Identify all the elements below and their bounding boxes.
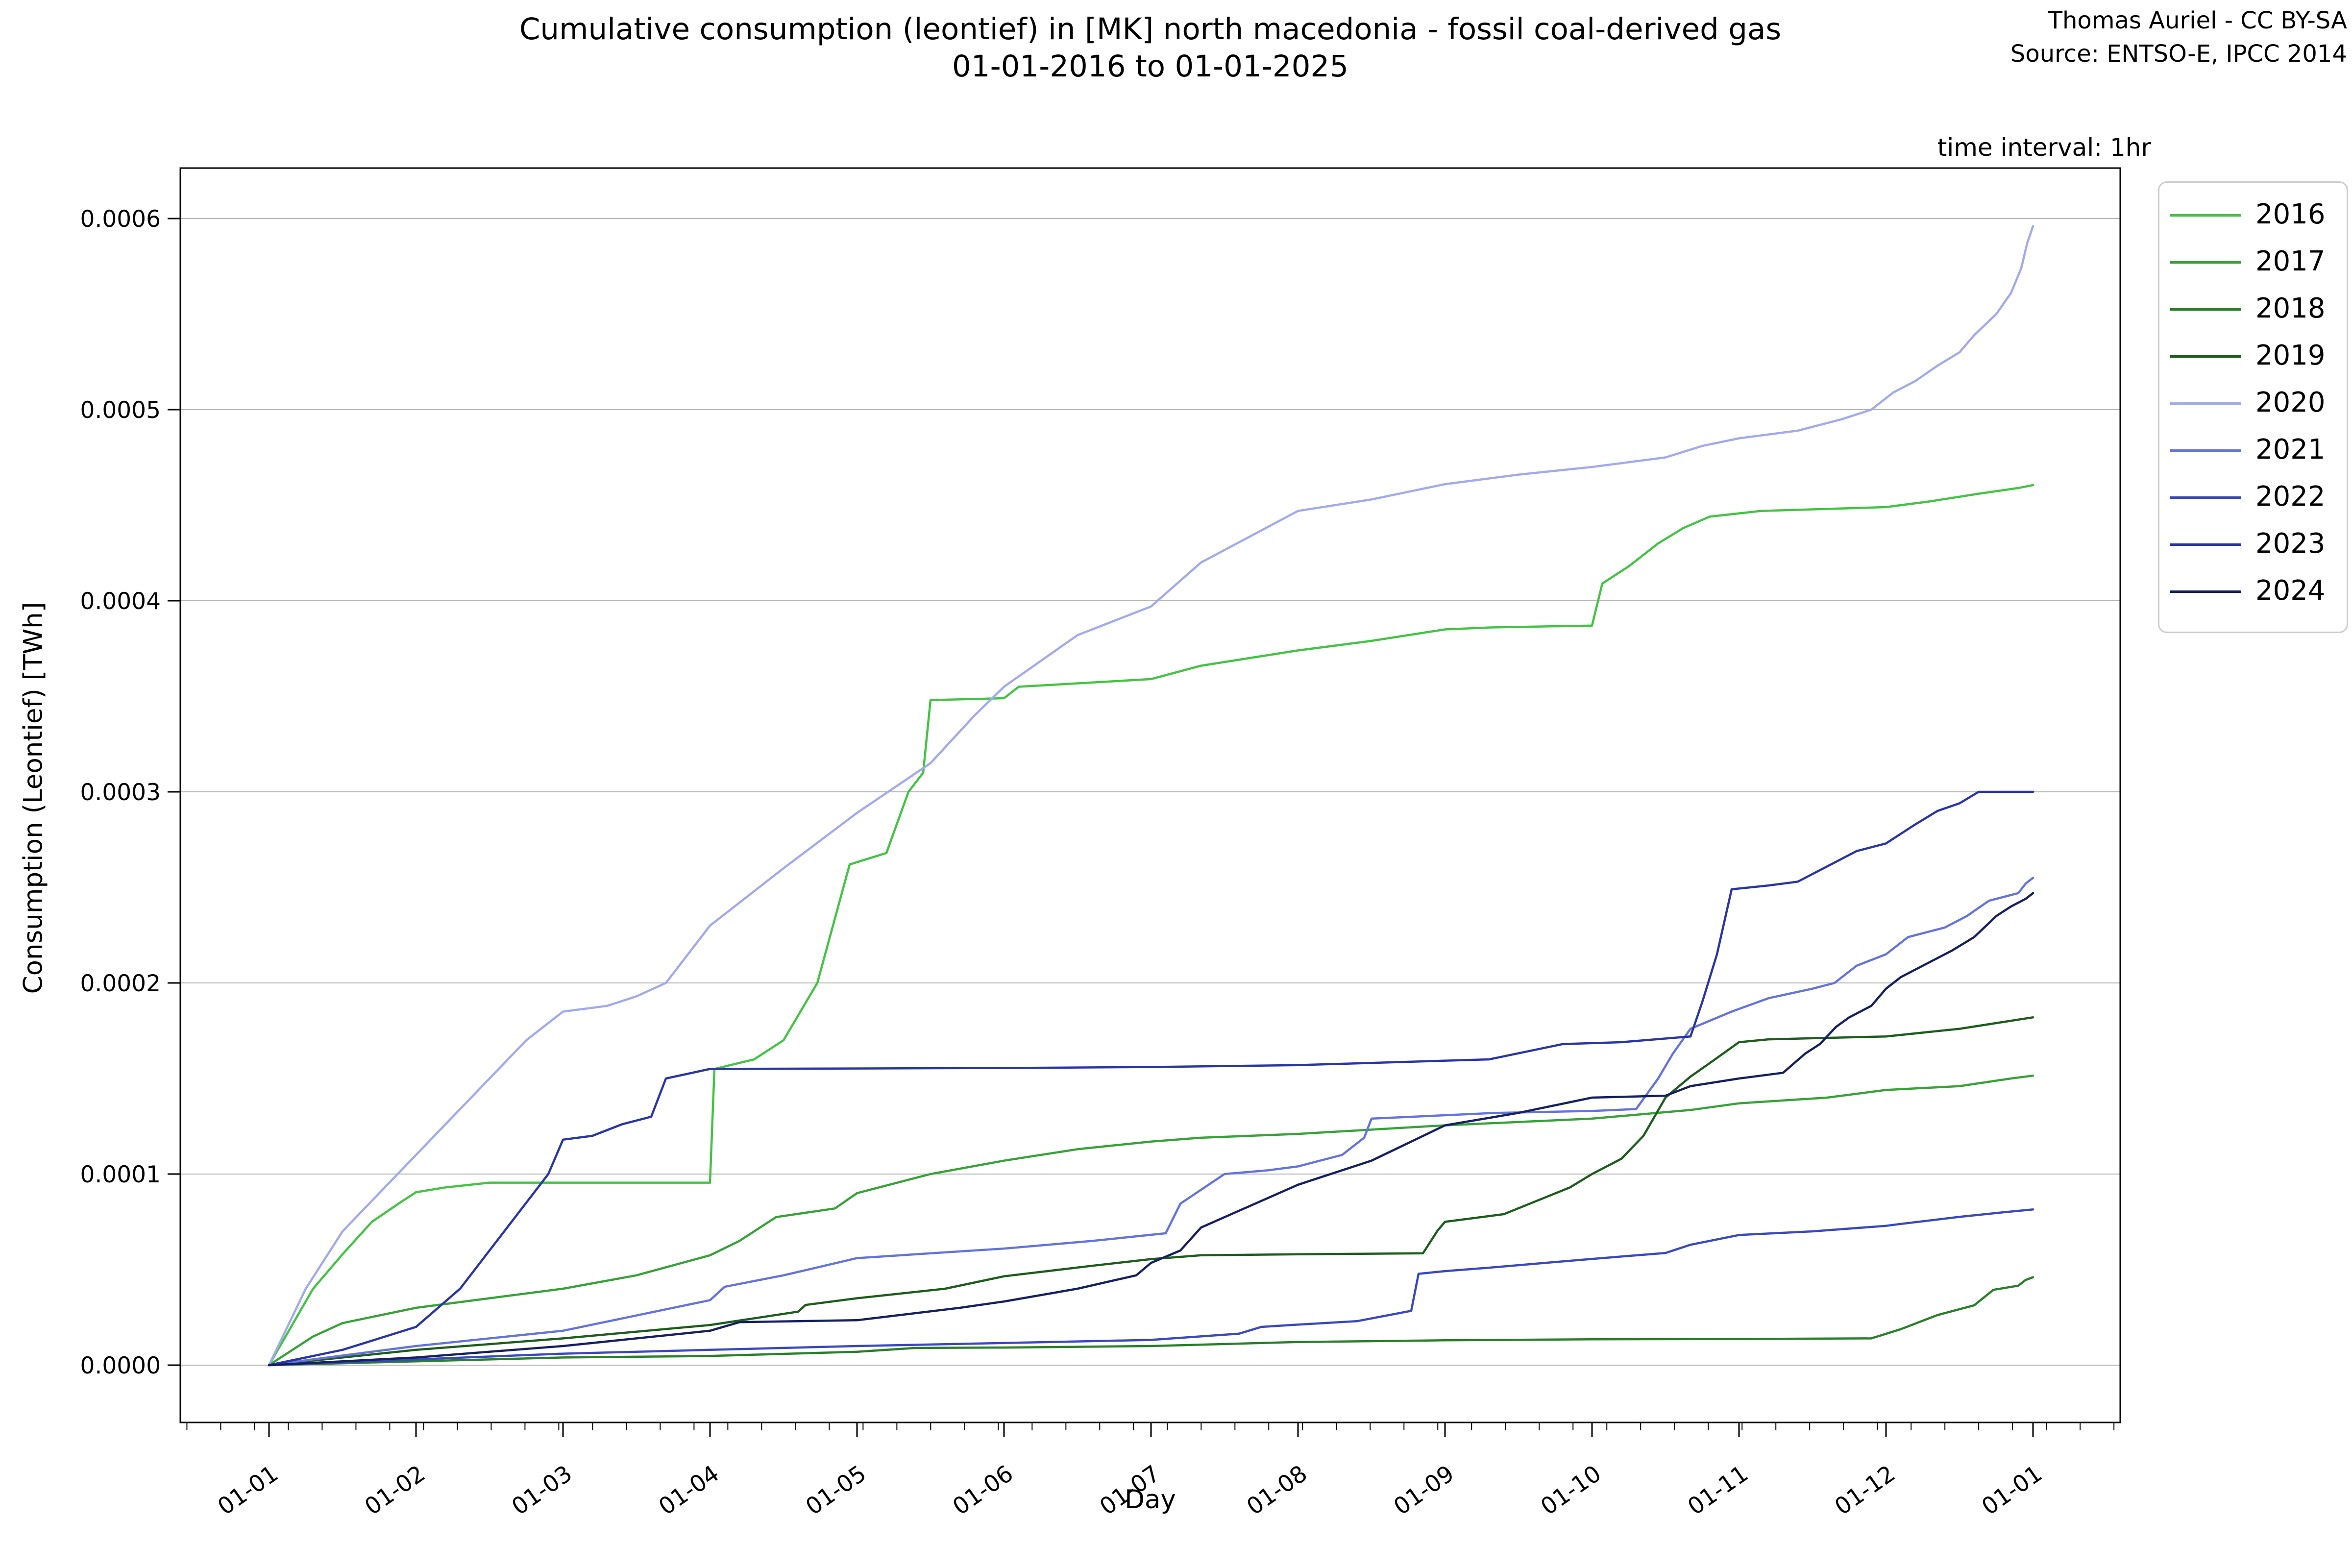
legend-line-swatch	[2170, 261, 2241, 264]
legend-label: 2022	[2255, 481, 2326, 513]
legend-line-swatch	[2170, 590, 2241, 593]
series-line-2018	[268, 1276, 2034, 1367]
legend-label: 2021	[2255, 434, 2326, 466]
legend-label: 2017	[2255, 245, 2326, 277]
legend-label: 2016	[2255, 198, 2326, 230]
legend-line-swatch	[2170, 355, 2241, 358]
legend: 2016 2017 2018 2019 2020 2021 2022 2023 2024	[2158, 181, 2348, 633]
legend-item-2020: 2020	[2159, 380, 2347, 426]
legend-item-2023: 2023	[2159, 521, 2347, 567]
time-interval-note: time interval: 1hr	[1937, 133, 2151, 162]
series-line-2022	[268, 1208, 2034, 1367]
y-axis-label: Consumption (Leontief) [TWh]	[18, 602, 49, 994]
attribution-source: Source: ENTSO-E, IPCC 2014	[2010, 40, 2347, 68]
x-axis-label: Day	[1125, 1485, 1176, 1515]
legend-item-2017: 2017	[2159, 239, 2347, 285]
legend-item-2016: 2016	[2159, 192, 2347, 238]
legend-item-2018: 2018	[2159, 286, 2347, 332]
y-tick-label: 0.0000	[80, 1352, 161, 1379]
y-tick-label: 0.0003	[80, 779, 161, 806]
legend-line-swatch	[2170, 214, 2241, 217]
legend-item-2021: 2021	[2159, 427, 2347, 473]
legend-item-2022: 2022	[2159, 474, 2347, 520]
legend-line-swatch	[2170, 402, 2241, 405]
legend-line-swatch	[2170, 496, 2241, 499]
legend-line-swatch	[2170, 449, 2241, 452]
legend-label: 2020	[2255, 387, 2326, 418]
page-subtitle: 01-01-2016 to 01-01-2025	[952, 49, 1349, 84]
legend-item-2019: 2019	[2159, 333, 2347, 379]
y-tick-label: 0.0005	[80, 397, 161, 424]
legend-label: 2023	[2255, 528, 2326, 560]
legend-item-2024: 2024	[2159, 568, 2347, 614]
legend-label: 2018	[2255, 293, 2326, 324]
attribution-author: Thomas Auriel - CC BY-SA	[2048, 7, 2347, 34]
series-line-2016	[268, 484, 2034, 1367]
series-line-2023	[268, 790, 2034, 1367]
y-tick-label: 0.0004	[80, 588, 161, 615]
series-line-2020	[268, 225, 2034, 1367]
series-line-2017	[268, 1074, 2034, 1367]
series-line-2019	[268, 1016, 2034, 1367]
legend-label: 2024	[2255, 575, 2326, 607]
y-tick-label: 0.0002	[80, 970, 161, 997]
series-line-2021	[268, 877, 2034, 1367]
legend-line-swatch	[2170, 308, 2241, 311]
page-title: Cumulative consumption (leontief) in [MK…	[519, 12, 1782, 47]
series-line-2024	[268, 892, 2034, 1367]
y-tick-label: 0.0006	[80, 206, 161, 233]
legend-label: 2019	[2255, 340, 2326, 371]
legend-line-swatch	[2170, 543, 2241, 546]
y-tick-label: 0.0001	[80, 1161, 161, 1188]
